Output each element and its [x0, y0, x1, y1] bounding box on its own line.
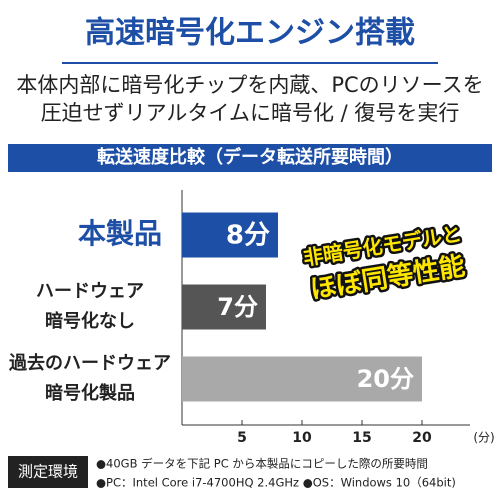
- x-tick-label: 20: [412, 430, 432, 446]
- value-label: 20分: [357, 365, 414, 393]
- category-label: 本製品: [78, 217, 162, 250]
- footer-note: ●PC：Intel Core i7-4700HQ 2.4GHz ●OS：Wind…: [96, 476, 456, 490]
- subtitle: 本体内部に暗号化チップを内蔵、PCのリソースを: [16, 73, 483, 97]
- chart-title: 転送速度比較（データ転送所要時間）: [97, 146, 403, 168]
- footer-note: ●40GB データを下記 PC から本製品にコピーした際の所要時間: [96, 457, 428, 471]
- category-label: 過去のハードウェア: [9, 352, 171, 374]
- value-label: 7分: [217, 293, 258, 321]
- x-tick-label: 5: [237, 430, 247, 446]
- category-label: 暗号化製品: [45, 382, 135, 404]
- subtitle: 圧迫せずリアルタイムに暗号化 / 復号を実行: [41, 101, 460, 125]
- category-label: ハードウェア: [36, 281, 144, 302]
- title: 高速暗号化エンジン搭載: [85, 16, 415, 51]
- footer-label: 測定環境: [18, 463, 78, 481]
- footer-box: [8, 456, 88, 488]
- x-axis-label: (分): [473, 431, 494, 445]
- value-label: 8分: [226, 221, 270, 251]
- x-tick-label: 15: [352, 430, 371, 446]
- bar: [182, 284, 266, 330]
- category-label: 暗号化なし: [45, 310, 135, 332]
- chart-banner: [8, 144, 492, 172]
- x-tick-label: 10: [292, 430, 312, 446]
- bar: [182, 212, 278, 258]
- bar: [182, 356, 422, 402]
